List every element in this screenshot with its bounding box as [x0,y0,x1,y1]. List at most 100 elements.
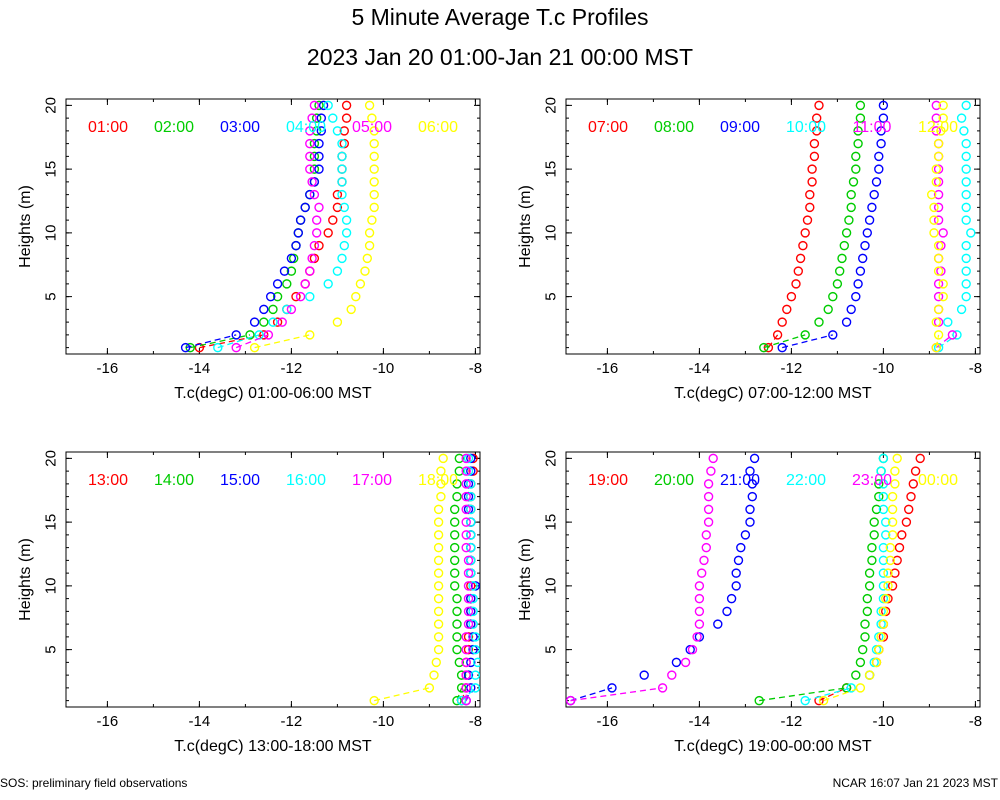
data-point [461,695,471,706]
data-point [300,279,310,289]
legend-entry: 23:00 [852,472,892,489]
data-point [466,657,476,668]
data-point [364,100,375,111]
data-point [305,189,315,200]
data-point [839,240,849,251]
data-point [692,632,702,642]
data-point [881,517,891,527]
data-point [807,177,817,187]
data-point [961,291,971,302]
legend-entry: 14:00 [154,472,194,489]
y-tick-label: 20 [542,450,559,467]
legend-entry: 00:00 [918,472,958,489]
y-tick-label: 10 [542,578,559,595]
data-point [461,504,471,515]
data-point [466,530,476,540]
data-point [855,113,866,123]
data-point [938,100,948,111]
data-point [452,619,462,629]
data-point [367,113,377,123]
legend-entry: 22:00 [786,472,826,489]
data-point [961,279,971,289]
data-point [841,228,852,238]
data-point [745,466,755,476]
data-point [305,151,315,162]
data-point [782,304,792,315]
data-point [461,644,471,655]
data-point [851,670,861,680]
data-point [860,619,870,629]
data-point [312,215,322,225]
data-point [470,670,480,680]
data-point [309,189,320,200]
data-point [961,138,971,149]
data-layer [369,453,480,706]
data-point [341,100,352,111]
plot-frame [65,98,481,355]
data-point [867,555,877,566]
x-axis-label: T.c(degC) 13:00-18:00 MST [174,738,372,755]
data-point [461,530,471,540]
data-point [291,240,301,251]
series-connector [767,334,779,349]
data-point [851,151,861,162]
data-point [814,100,824,111]
data-point [814,317,824,327]
data-point [904,504,914,515]
x-tick-label: -12 [281,713,303,730]
data-point [279,266,290,276]
data-point [466,491,476,502]
data-point [906,491,916,502]
data-point [369,189,379,200]
chart-panel-3: -16 -14 -12 -10 -8 5 10 15 20 T.c(degC) 13:00-18:… [17,450,482,755]
data-point [473,657,480,668]
data-point [369,126,379,136]
legend-entry: 19:00 [588,472,628,489]
data-point [894,542,905,553]
series-connector [805,687,852,702]
data-point [468,619,478,629]
data-point [180,342,191,353]
x-tick-label: -16 [597,360,619,377]
x-tick-label: -14 [189,713,211,730]
data-point [566,695,576,706]
data-point [809,138,820,149]
y-tick-label: 20 [42,97,59,114]
data-point [364,228,375,238]
data-point [433,517,444,527]
y-tick-label: 10 [542,225,559,242]
data-point [450,517,460,527]
series-connector [818,687,847,702]
data-point [300,202,310,213]
data-point [747,479,757,489]
x-tick-label: -12 [781,360,803,377]
data-point [867,542,877,553]
data-point [461,491,471,502]
data-point [726,593,737,604]
data-point [694,581,705,591]
series-connector [570,687,663,702]
data-point [433,644,444,655]
data-point [424,683,435,693]
legend-entry: 11:00 [853,119,892,136]
data-point [657,683,668,693]
data-point [835,266,845,276]
data-point [369,151,379,162]
data-point [337,138,347,149]
data-point [369,138,379,149]
data-point [671,657,682,668]
data-point [869,189,879,200]
data-point [687,644,698,655]
data-point [438,453,448,464]
data-point [885,555,895,566]
data-point [846,189,856,200]
data-point [433,581,444,591]
data-point [933,291,944,302]
y-tick-label: 15 [542,161,559,178]
y-tick-label: 10 [42,225,59,242]
data-point [263,330,274,340]
series-connector [461,687,476,702]
data-point [740,530,751,540]
data-point [828,291,838,302]
data-point [463,619,474,629]
